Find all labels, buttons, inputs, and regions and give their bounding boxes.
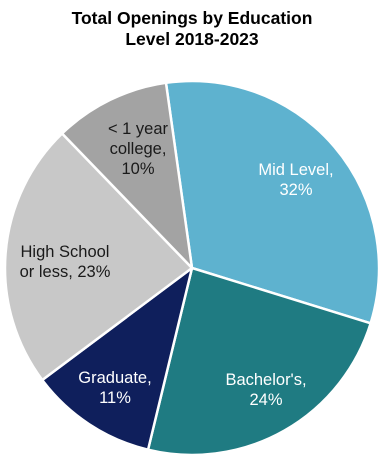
data-label-1-year-college: < 1 year college, 10% [108, 120, 169, 178]
data-label-line: Graduate, [78, 369, 151, 387]
data-label-mid-level: Mid Level, 32% [258, 161, 333, 199]
pie-slice-mid-level [164, 79, 381, 325]
data-label-line: college, [110, 140, 167, 158]
data-label-graduate: Graduate, 11% [78, 369, 151, 407]
data-label-line: 24% [249, 391, 282, 409]
data-label-line: 11% [99, 389, 131, 407]
data-label-line: 10% [121, 160, 154, 178]
chart-title-line-1: Total Openings by Education [71, 8, 313, 28]
pie-slice-graduate [41, 266, 194, 452]
data-label-line: < 1 year [108, 120, 169, 138]
pie-slice-high-school-or-less [3, 132, 194, 382]
pie-slice-1-year-college [60, 81, 194, 270]
data-label-bachelor-s: Bachelor's, 24% [225, 371, 306, 409]
data-label-line: or less, 23% [20, 263, 111, 281]
data-label-line: High School [21, 243, 110, 261]
chart-title: Total Openings by Education Level 2018-2… [0, 8, 384, 50]
data-label-high-school-or-less: High School or less, 23% [20, 243, 111, 281]
data-label-line: Bachelor's, [225, 371, 306, 389]
data-label-line: Mid Level, [258, 161, 333, 179]
chart-title-line-2: Level 2018-2023 [125, 29, 259, 49]
pie-slice-bachelor-s [146, 266, 372, 457]
data-label-line: 32% [279, 181, 312, 199]
